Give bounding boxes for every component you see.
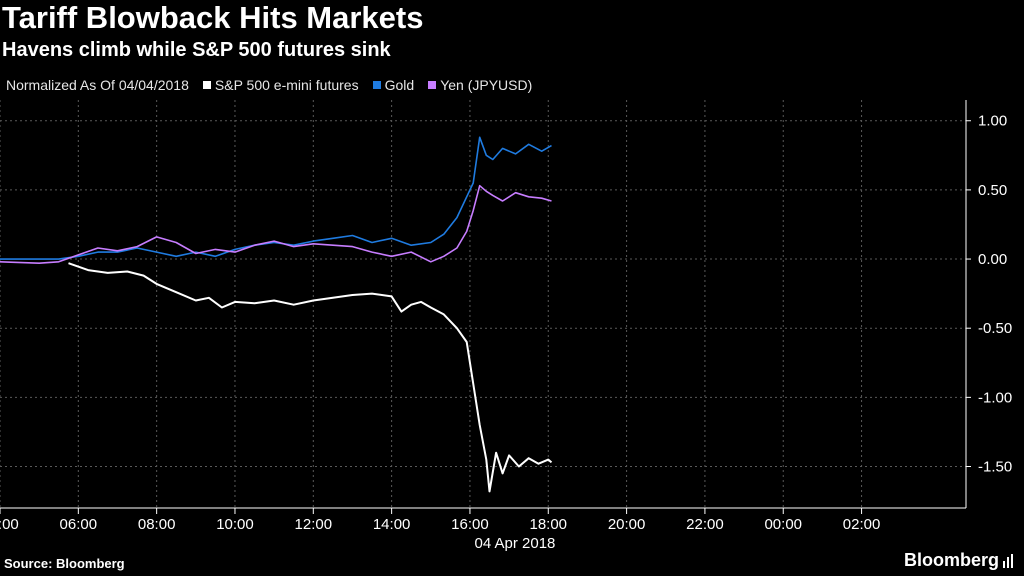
legend-normalized-label: Normalized As Of 04/04/2018 — [6, 77, 189, 93]
x-tick-label: 14:00 — [373, 516, 411, 533]
x-tick-label: 22:00 — [686, 516, 724, 533]
x-date-label: 04 Apr 2018 — [474, 535, 555, 552]
x-tick-label: 20:00 — [608, 516, 646, 533]
x-tick-label: 02:00 — [843, 516, 881, 533]
x-tick-label: 06:00 — [60, 516, 98, 533]
x-tick-label: 10:00 — [216, 516, 254, 533]
y-tick-label: -0.50 — [978, 320, 1012, 337]
legend-swatch-sp500 — [202, 81, 211, 89]
legend-label-gold: Gold — [384, 77, 415, 93]
bloomberg-mark-icon — [1002, 553, 1016, 569]
brand-text: Bloomberg — [903, 550, 999, 570]
legend-swatch-yen — [428, 81, 437, 89]
legend-label-sp500: S&P 500 e-mini futures — [214, 77, 359, 93]
x-tick-label: 04:00 — [0, 516, 19, 533]
x-tick-label: 18:00 — [529, 516, 567, 533]
legend-item-gold: Gold — [372, 77, 415, 93]
legend-swatch-gold — [372, 81, 381, 89]
y-tick-label: -1.00 — [978, 389, 1012, 406]
source-note: Source: Bloomberg — [4, 556, 125, 571]
y-tick-label: 0.00 — [978, 251, 1007, 268]
y-tick-label: -1.50 — [978, 459, 1012, 476]
chart-title: Tariff Blowback Hits Markets — [2, 0, 424, 35]
legend: Normalized As Of 04/04/2018 S&P 500 e-mi… — [6, 77, 546, 93]
series-line-gold — [0, 136, 552, 260]
bloomberg-logo: Bloomberg — [904, 550, 1016, 571]
x-tick-label: 00:00 — [764, 516, 802, 533]
legend-label-yen: Yen (JPYUSD) — [440, 77, 533, 93]
legend-item-yen: Yen (JPYUSD) — [428, 77, 532, 93]
x-tick-label: 08:00 — [138, 516, 176, 533]
y-tick-label: 0.50 — [978, 182, 1007, 199]
legend-normalized-text: Normalized As Of 04/04/2018 — [6, 77, 189, 93]
legend-item-sp500: S&P 500 e-mini futures — [202, 77, 359, 93]
chart-subtitle: Havens climb while S&P 500 futures sink — [2, 39, 391, 61]
x-tick-label: 16:00 — [451, 516, 489, 533]
x-tick-label: 12:00 — [295, 516, 333, 533]
series-line-yen — [0, 184, 552, 264]
y-tick-label: 1.00 — [978, 113, 1007, 130]
series-line-sp500 — [68, 262, 553, 493]
